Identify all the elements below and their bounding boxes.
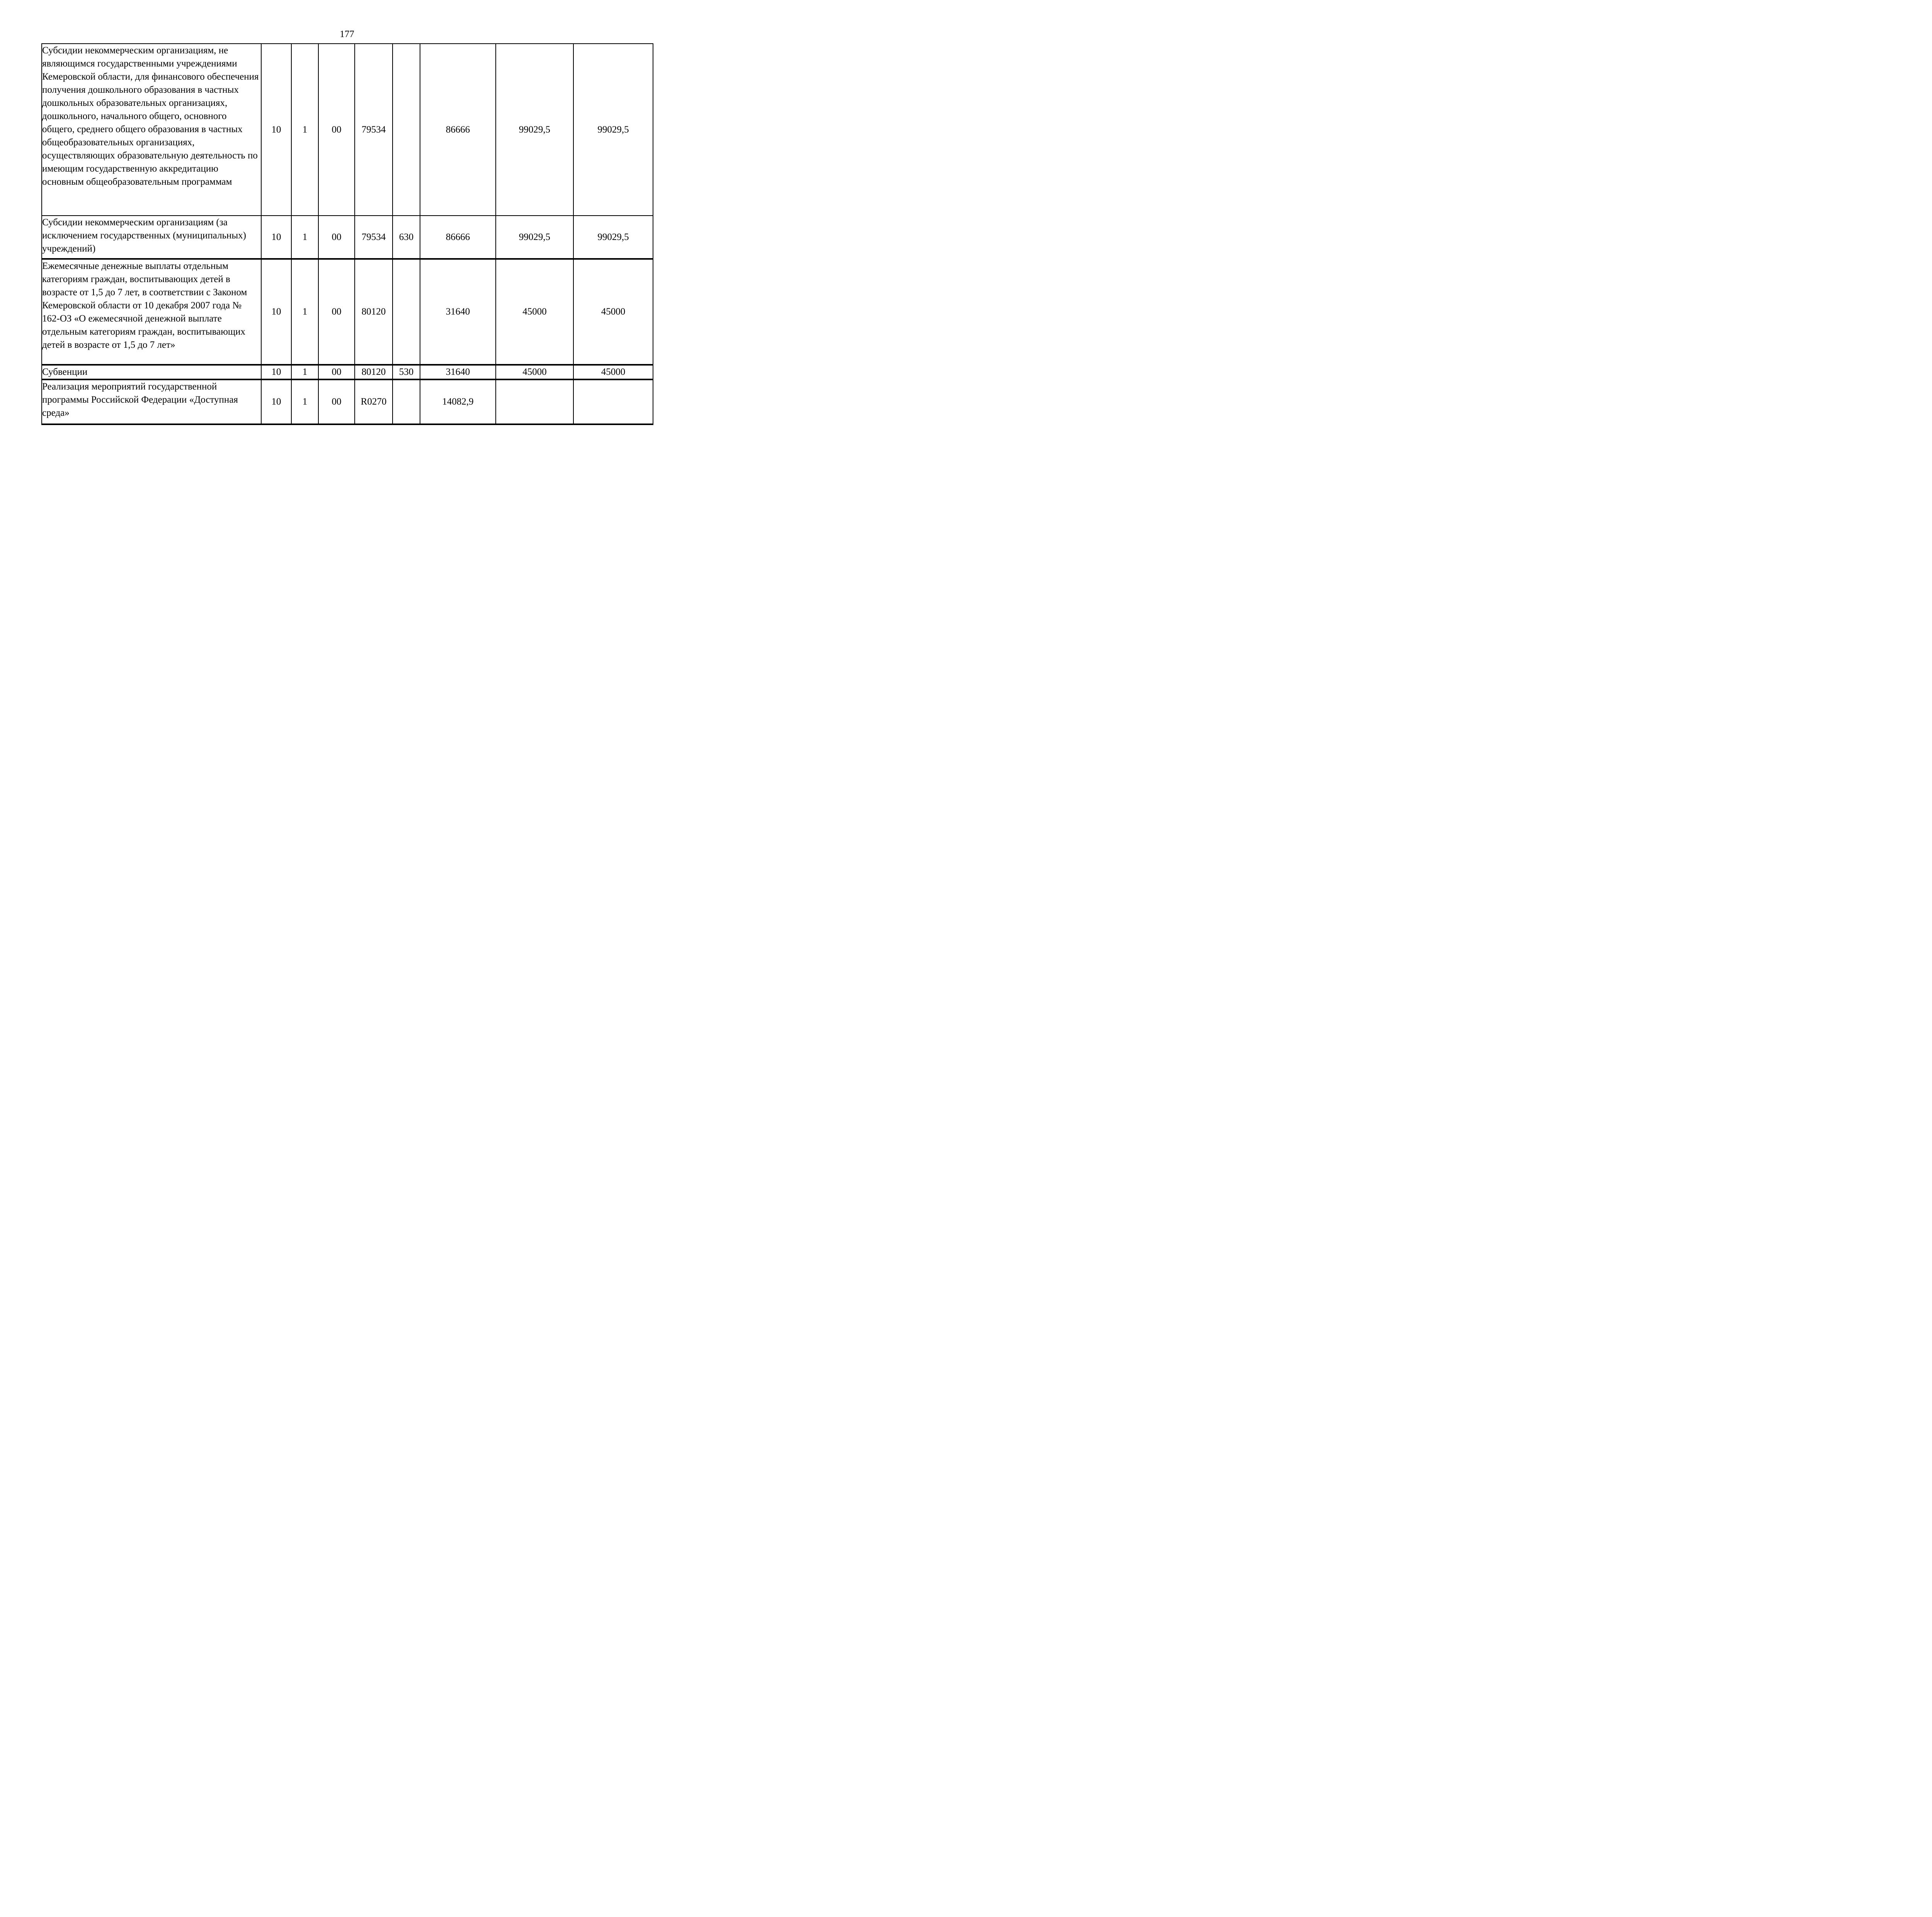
value-cell: 45000 (573, 364, 653, 380)
value-cell: 00 (318, 43, 355, 216)
value-cell: 79534 (354, 43, 393, 216)
table-row: Субвенции 10 1 00 80120 530 31640 45000 … (41, 364, 653, 380)
value-cell: 45000 (495, 364, 574, 380)
value-cell: 14082,9 (420, 379, 496, 425)
value-cell: 45000 (573, 259, 653, 366)
value-cell: 10 (261, 364, 292, 380)
expense-name-cell: Реализация мероприятий государственной п… (41, 379, 262, 425)
value-cell: 86666 (420, 43, 496, 216)
value-cell: 1 (291, 364, 319, 380)
value-cell: 86666 (420, 215, 496, 260)
value-cell: 10 (261, 259, 292, 366)
value-cell: 00 (318, 215, 355, 260)
value-cell: 1 (291, 43, 319, 216)
document-page: 177 Субсидии некоммерческим организациям… (0, 0, 678, 479)
value-cell: 00 (318, 379, 355, 425)
value-cell: 10 (261, 379, 292, 425)
expense-name-cell: Субсидии некоммерческим организациям, не… (41, 43, 262, 216)
value-cell: 80120 (354, 364, 393, 380)
value-cell: 00 (318, 364, 355, 380)
value-cell (573, 379, 653, 425)
value-cell (392, 259, 420, 366)
table-row: Ежемесячные денежные выплаты отдельным к… (41, 259, 653, 366)
value-cell: 10 (261, 215, 292, 260)
expense-name-cell: Ежемесячные денежные выплаты отдельным к… (41, 259, 262, 366)
value-cell: 99029,5 (495, 215, 574, 260)
table-row: Субсидии некоммерческим организациям (за… (41, 215, 653, 260)
value-cell (495, 379, 574, 425)
value-cell: R0270 (354, 379, 393, 425)
value-cell: 31640 (420, 364, 496, 380)
budget-table: Субсидии некоммерческим организациям, не… (41, 43, 653, 425)
value-cell: 79534 (354, 215, 393, 260)
expense-name-cell: Субвенции (41, 364, 262, 380)
value-cell: 00 (318, 259, 355, 366)
value-cell: 99029,5 (573, 215, 653, 260)
value-cell: 31640 (420, 259, 496, 366)
page-number: 177 (340, 29, 354, 39)
table-body: Субсидии некоммерческим организациям, не… (41, 43, 653, 425)
value-cell (392, 43, 420, 216)
value-cell: 99029,5 (573, 43, 653, 216)
value-cell: 1 (291, 379, 319, 425)
value-cell (392, 379, 420, 425)
value-cell: 10 (261, 43, 292, 216)
value-cell: 80120 (354, 259, 393, 366)
value-cell: 99029,5 (495, 43, 574, 216)
value-cell: 45000 (495, 259, 574, 366)
expense-name-cell: Субсидии некоммерческим организациям (за… (41, 215, 262, 260)
value-cell: 1 (291, 215, 319, 260)
value-cell: 530 (392, 364, 420, 380)
value-cell: 1 (291, 259, 319, 366)
value-cell: 630 (392, 215, 420, 260)
table-row: Субсидии некоммерческим организациям, не… (41, 43, 653, 216)
table-row: Реализация мероприятий государственной п… (41, 379, 653, 425)
